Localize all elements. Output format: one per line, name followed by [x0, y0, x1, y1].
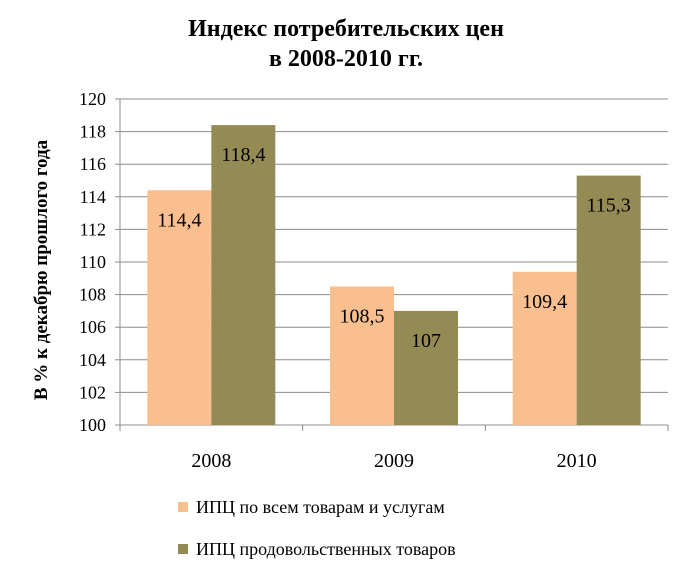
x-tick-label: 2010 [557, 450, 597, 472]
chart-title-line-2: в 2008-2010 гг. [268, 46, 424, 72]
data-label: 107 [411, 330, 441, 352]
chart-legend: ИПЦ по всем товарам и услугам ИПЦ продов… [178, 496, 456, 580]
y-tick-label: 112 [80, 219, 106, 239]
legend-item-all-goods: ИПЦ по всем товарам и услугам [178, 496, 456, 518]
y-tick-label: 108 [79, 285, 106, 305]
x-tick-label: 2009 [374, 450, 414, 472]
bar [147, 190, 212, 425]
legend-label-food: ИПЦ продовольственных товаров [196, 539, 456, 559]
data-label: 115,3 [587, 195, 631, 217]
data-label: 114,4 [157, 209, 201, 231]
y-tick-label: 106 [79, 317, 106, 337]
legend-item-food: ИПЦ продовольственных товаров [178, 538, 456, 560]
chart-title-line-1: Индекс потребительских цен [188, 16, 504, 42]
data-label: 108,5 [340, 305, 385, 327]
y-tick-label: 102 [79, 382, 106, 402]
y-tick-label: 110 [80, 252, 106, 272]
legend-label-all-goods: ИПЦ по всем товарам и услугам [196, 497, 445, 517]
x-tick-label: 2008 [191, 450, 231, 472]
y-tick-label: 114 [80, 187, 106, 207]
bar [576, 175, 641, 425]
chart-title: Индекс потребительских цен в 2008-2010 г… [0, 14, 692, 74]
y-tick-label: 118 [80, 122, 106, 142]
bar [330, 286, 394, 425]
legend-swatch-food [178, 544, 188, 554]
y-tick-label: 104 [79, 350, 106, 370]
legend-swatch-all-goods [178, 502, 188, 512]
y-tick-label: 116 [80, 154, 106, 174]
y-tick-label: 100 [79, 415, 106, 435]
data-label: 118,4 [221, 144, 265, 166]
bar [211, 125, 276, 425]
data-label: 109,4 [522, 291, 567, 313]
y-axis-label: В % к декабрю прошлого года [31, 139, 52, 400]
y-tick-label: 120 [79, 89, 106, 109]
bar [512, 271, 577, 425]
bar [394, 310, 458, 425]
